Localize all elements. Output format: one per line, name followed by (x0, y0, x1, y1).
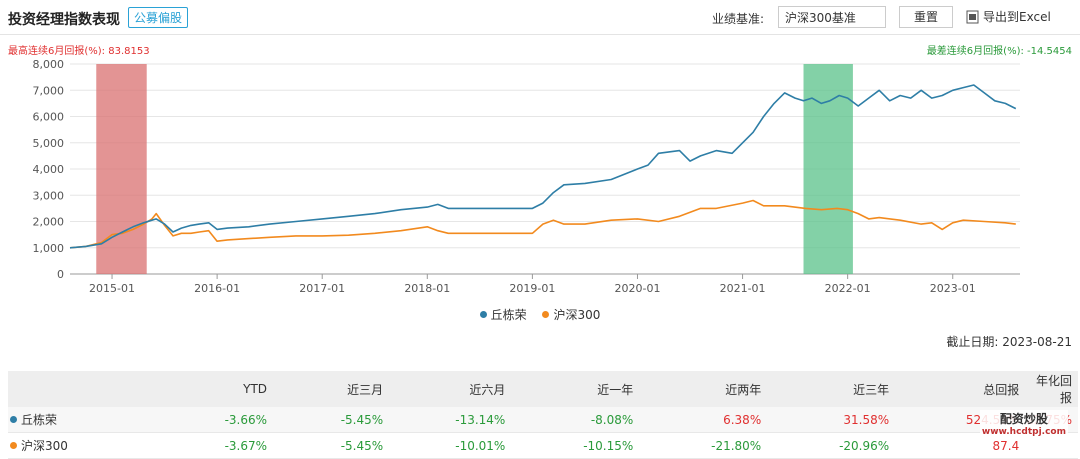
benchmark-label: 业绩基准: (712, 12, 765, 26)
table-header: 近一年 (511, 371, 640, 407)
table-header-row: YTD 近三月 近六月 近一年 近两年 近三年 总回报 年化回报 (8, 371, 1078, 407)
x-tick-label: 2022-01 (825, 282, 871, 295)
table-header (8, 371, 184, 407)
table-row: 丘栋荣-3.66%-5.45%-13.14%-8.08%6.38%31.58%5… (8, 407, 1078, 433)
min-6m-return: 最差连续6月回报(%): -14.5454 (926, 46, 1072, 57)
x-tick-label: 2021-01 (720, 282, 766, 295)
table-header: 近三月 (273, 371, 390, 407)
row-label: 丘栋荣 (21, 413, 58, 427)
table-header: 近两年 (639, 371, 768, 407)
series-dot-icon (10, 416, 17, 423)
legend-dot-icon (542, 311, 550, 318)
x-tick-label: 2023-01 (930, 282, 976, 295)
series-line-manager (69, 84, 1017, 249)
x-tick-label: 2015-01 (89, 282, 135, 295)
x-tick-label: 2016-01 (194, 282, 240, 295)
table-cell: 31.58% (767, 407, 896, 433)
x-tick-label: 2020-01 (614, 282, 660, 295)
legend-item-index[interactable]: 沪深300 (542, 306, 600, 323)
series-line-index (69, 199, 1016, 249)
watermark-line1: 配资炒股 (999, 412, 1048, 426)
table-header: 近六月 (389, 371, 512, 407)
chart-legend: 丘栋荣 沪深300 (0, 306, 1080, 323)
legend-item-manager[interactable]: 丘栋荣 (479, 306, 527, 323)
export-excel-button[interactable]: 导出到Excel (966, 8, 1051, 25)
top-bar: 投资经理指数表现 公募偏股 业绩基准: 沪深300基准 重置 导出到Excel (0, 0, 1080, 40)
table-cell: -8.08% (511, 407, 640, 433)
reset-button[interactable]: 重置 (899, 6, 953, 28)
row-name: 丘栋荣 (8, 407, 184, 433)
max-return-band (96, 64, 147, 274)
x-tick-label: 2019-01 (509, 282, 555, 295)
y-tick-label: 5,000 (33, 137, 65, 150)
benchmark-input[interactable]: 沪深300基准 (778, 6, 886, 28)
row-label: 沪深300 (21, 439, 68, 453)
max-6m-return: 最高连续6月回报(%): 83.8153 (8, 46, 150, 57)
y-tick-label: 1,000 (33, 242, 65, 255)
y-tick-label: 3,000 (33, 189, 65, 202)
divider (0, 34, 1080, 35)
excel-icon (966, 10, 979, 24)
y-tick-label: 8,000 (33, 58, 65, 71)
watermark-line2: www.hcdtpj.com (981, 427, 1066, 437)
table-header: 年化回报 (1025, 371, 1078, 407)
performance-chart: 0 1,000 2,000 3,000 4,000 5,000 6,000 7,000 8,00… (33, 58, 1020, 295)
legend-label-index: 沪深300 (553, 308, 601, 322)
x-tick-label: 2018-01 (404, 282, 450, 295)
table-cell: -13.14% (389, 407, 512, 433)
y-tick-label: 6,000 (33, 111, 65, 124)
y-tick-label: 0 (57, 268, 64, 281)
legend-dot-icon (479, 311, 487, 318)
legend-label-manager: 丘栋荣 (490, 308, 527, 322)
category-tag[interactable]: 公募偏股 (128, 7, 189, 28)
y-tick-label: 7,000 (33, 84, 65, 97)
y-tick-label: 4,000 (33, 163, 65, 176)
table-cell: -3.66% (183, 407, 274, 433)
min-return-band (803, 64, 853, 274)
table-header: YTD (183, 371, 274, 407)
table-cell: -5.45% (273, 407, 390, 433)
table-header: 总回报 (895, 371, 1026, 407)
as-of-date: 截止日期: 2023-08-21 (946, 335, 1072, 349)
watermark: 配资炒股 www.hcdtpj.com (979, 410, 1068, 437)
page-title: 投资经理指数表现 (8, 12, 120, 28)
table-cell: 6.38% (639, 407, 768, 433)
export-label: 导出到Excel (983, 10, 1051, 24)
y-tick-label: 2,000 (33, 216, 65, 229)
table-header: 近三年 (767, 371, 896, 407)
x-tick-label: 2017-01 (299, 282, 345, 295)
